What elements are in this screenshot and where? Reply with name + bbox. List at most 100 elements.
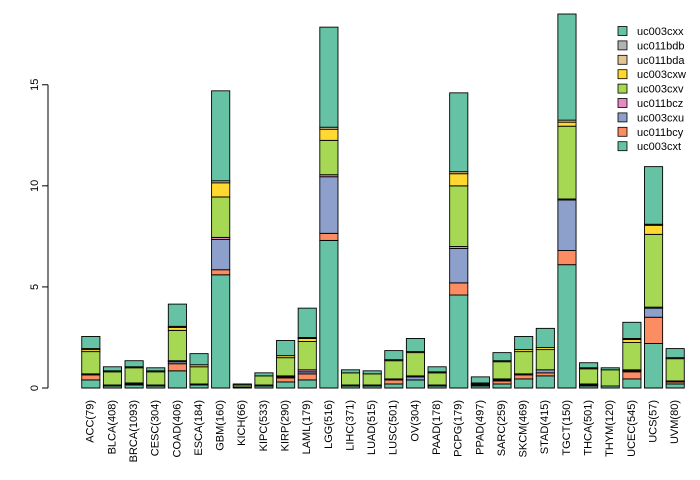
bar-segment-uc003cxw — [622, 339, 642, 343]
bar-stack — [254, 372, 274, 389]
legend-label: uc003cxv — [637, 84, 684, 96]
y-tick-label: 0 — [29, 385, 41, 391]
bar-stack — [470, 376, 490, 389]
x-tick-label: GBM(160) — [215, 400, 227, 451]
y-axis: 0 5 10 15 — [29, 79, 49, 391]
bar-segment-uc003cxu — [535, 369, 555, 374]
bar-segment-uc003cxx — [665, 348, 685, 359]
bar-segment-uc011bcy — [211, 269, 231, 276]
bar-segment-uc003cxw — [643, 224, 664, 235]
x-tick-label: BLCA(408) — [106, 400, 118, 454]
x-tick-label: KICH(66) — [236, 400, 248, 446]
bar-segment-uc003cxv — [167, 329, 187, 362]
x-axis-labels: ACC(79) BLCA(408) BRCA(1093) CESC(304) COAD(… — [85, 400, 681, 462]
legend-item-uc003cxw: uc003cxw — [617, 69, 686, 81]
bar-segment-uc003cxx — [384, 350, 404, 361]
bar-segment-uc011bcy — [167, 363, 187, 372]
bar-stack — [557, 13, 577, 389]
bar-stack — [622, 321, 642, 389]
legend-swatch — [617, 112, 628, 123]
legend-label: uc003cxw — [637, 69, 686, 81]
bar-segment-uc003cxv — [557, 125, 577, 200]
bar-segment-uc003cxx — [297, 307, 317, 338]
legend-label: uc003cxu — [637, 112, 684, 124]
legend-item-uc011bcz: uc011bcz — [617, 98, 683, 110]
bar-segment-uc003cxt — [384, 383, 404, 389]
bar-segment-uc003cxt — [514, 378, 534, 389]
bar-stack — [167, 303, 187, 389]
bar-segment-uc003cxx — [579, 362, 599, 369]
bar-segment-uc003cxv — [102, 371, 123, 386]
bar-segment-uc003cxv — [211, 196, 231, 238]
bar-segment-uc003cxt — [81, 379, 101, 389]
bar-segment-uc003cxx — [449, 92, 469, 173]
bar-segment-uc003cxv — [492, 361, 512, 380]
x-tick-label: LGG(516) — [323, 400, 335, 449]
bar-stack — [81, 335, 101, 389]
legend-item-uc011bdb: uc011bdb — [617, 40, 685, 52]
bar-segment-uc003cxw — [449, 173, 469, 187]
bar-segment-uc011bcy — [276, 377, 296, 383]
x-tick-label: SARC(259) — [496, 400, 508, 456]
bar-segment-uc003cxv — [665, 358, 685, 382]
bar-segment-uc011bcy — [622, 371, 642, 380]
bar-segment-uc003cxv — [514, 351, 534, 375]
x-tick-label: ACC(79) — [85, 400, 97, 443]
bar-segment-uc003cxt — [622, 378, 642, 389]
bar-segment-uc003cxv — [340, 372, 361, 386]
x-tick-label: PPAD(497) — [474, 400, 486, 455]
bar-segment-uc003cxv — [535, 349, 555, 371]
legend-label: uc003cxx — [637, 26, 684, 38]
bar-segment-uc011bcy — [492, 380, 512, 385]
bar-segment-uc003cxv — [146, 371, 166, 386]
legend-swatch — [617, 141, 628, 152]
bar-stack — [232, 383, 252, 389]
legend-swatch — [617, 69, 628, 80]
bar-segment-uc003cxx — [470, 376, 490, 384]
bar-stack — [102, 366, 123, 389]
bar-segment-uc003cxx — [232, 383, 252, 386]
legend-item-uc011bda: uc011bda — [617, 55, 685, 67]
bar-segment-uc011bcy — [643, 316, 664, 344]
bar-segment-uc003cxt — [189, 384, 209, 389]
bar-stack — [384, 350, 404, 389]
bar-stack — [340, 369, 361, 389]
legend-label: uc011bcz — [637, 98, 683, 110]
bar-segment-uc003cxv — [189, 366, 209, 385]
bar-stack — [449, 92, 469, 389]
x-tick-label: SKCM(469) — [518, 400, 530, 457]
x-tick-label: LIHC(371) — [344, 400, 356, 451]
legend-label: uc011bdb — [637, 40, 685, 52]
bar-segment-uc003cxx — [319, 26, 339, 128]
x-tick-label: UVM(80) — [669, 400, 681, 444]
x-tick-label: COAD(406) — [171, 400, 183, 457]
bar-stack — [535, 327, 555, 389]
bar-stack — [600, 367, 620, 389]
bar-stack — [665, 348, 685, 389]
bar-segment-uc003cxx — [211, 90, 231, 182]
y-tick-label: 5 — [29, 284, 41, 290]
bar-segment-uc003cxv — [319, 139, 339, 176]
bars — [81, 13, 685, 389]
legend-label: uc011bcy — [637, 127, 684, 139]
bar-segment-uc003cxv — [579, 368, 599, 385]
x-tick-label: PCPG(179) — [453, 400, 465, 457]
bar-segment-uc003cxx — [276, 340, 296, 357]
bar-stack — [276, 340, 296, 389]
bar-segment-uc003cxt — [276, 381, 296, 389]
bar-segment-uc003cxt — [297, 379, 317, 389]
x-tick-label: OV(304) — [409, 400, 421, 442]
bar-segment-uc003cxx — [535, 327, 555, 349]
bar-segment-uc003cxx — [405, 338, 426, 353]
bar-segment-uc003cxx — [167, 303, 187, 327]
bar-segment-uc003cxx — [362, 370, 382, 375]
bar-segment-uc003cxt — [449, 294, 469, 389]
legend-swatch — [617, 83, 628, 94]
x-tick-label: THCA(501) — [583, 400, 595, 456]
bar-stack — [579, 362, 599, 389]
bar-segment-uc003cxt — [492, 383, 512, 389]
bar-stack — [297, 307, 317, 389]
legend-swatch — [617, 40, 628, 51]
bar-segment-uc003cxv — [254, 375, 274, 386]
legend-swatch — [617, 126, 628, 137]
